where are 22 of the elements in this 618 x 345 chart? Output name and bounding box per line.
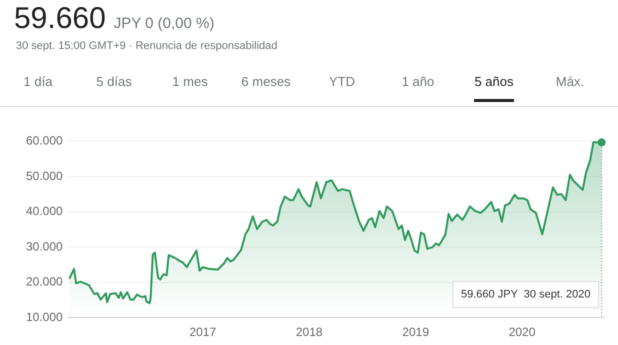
- x-tick-label: 2019: [402, 325, 430, 340]
- x-tick-label: 2020: [508, 325, 536, 340]
- annotation: 59.660 JPY 30 sept. 2020: [461, 288, 590, 301]
- text: Máx.: [556, 74, 584, 91]
- text: 1 mes: [172, 74, 208, 91]
- text: 1 día: [24, 74, 52, 91]
- text: 6 meses: [241, 74, 291, 91]
- y-tick-label: 50.000: [26, 168, 64, 183]
- x-tick-label: 2017: [189, 325, 216, 340]
- y-tick-label: 10.000: [26, 310, 64, 324]
- text: 30 sept. 15:00 GMT+9 · Renuncia de responsabilidad: [16, 40, 278, 52]
- chart-title: 59.660: [14, 2, 106, 35]
- y-tick-label: 30.000: [26, 239, 64, 254]
- text: 1 año: [402, 74, 434, 91]
- y-tick-label: 60.000: [26, 134, 64, 148]
- y-tick-label: 40.000: [26, 204, 64, 218]
- text: 5 años: [474, 74, 514, 102]
- y-tick-label: 20.000: [26, 274, 64, 289]
- text: 5 días: [96, 74, 132, 91]
- x-tick-label: 2018: [296, 325, 323, 340]
- chart-subtitle: JPY 0 (0,00 %): [114, 15, 214, 32]
- text: YTD: [329, 74, 355, 91]
